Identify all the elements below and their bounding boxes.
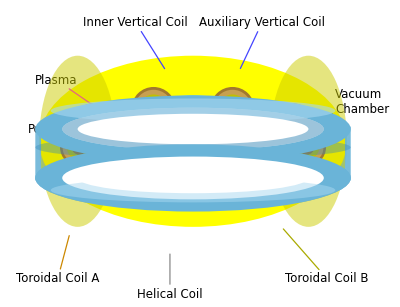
Ellipse shape — [143, 114, 243, 169]
Ellipse shape — [279, 111, 306, 137]
Polygon shape — [35, 126, 41, 181]
Text: Toroidal Coil B: Toroidal Coil B — [283, 229, 369, 285]
Polygon shape — [335, 129, 345, 178]
Ellipse shape — [104, 126, 135, 144]
Text: Port: Port — [28, 122, 82, 136]
Ellipse shape — [290, 131, 324, 164]
Polygon shape — [120, 117, 185, 178]
Ellipse shape — [35, 144, 351, 212]
Ellipse shape — [78, 163, 308, 193]
Ellipse shape — [39, 56, 116, 227]
Ellipse shape — [62, 108, 324, 150]
Ellipse shape — [224, 100, 241, 117]
Ellipse shape — [134, 90, 173, 127]
Ellipse shape — [103, 153, 134, 183]
Ellipse shape — [67, 135, 92, 160]
Ellipse shape — [104, 95, 282, 187]
Text: Auxiliary Vertical Coil: Auxiliary Vertical Coil — [199, 16, 325, 68]
Ellipse shape — [178, 161, 208, 191]
Polygon shape — [345, 126, 351, 181]
Ellipse shape — [85, 116, 101, 132]
Text: Toroidal Coil A: Toroidal Coil A — [16, 236, 100, 285]
Ellipse shape — [132, 87, 176, 130]
Ellipse shape — [256, 157, 279, 180]
Ellipse shape — [35, 95, 351, 163]
Ellipse shape — [299, 140, 314, 155]
Ellipse shape — [62, 108, 324, 150]
Ellipse shape — [39, 56, 347, 227]
Text: Inner Vertical Coil: Inner Vertical Coil — [83, 16, 188, 69]
Ellipse shape — [35, 144, 351, 212]
Ellipse shape — [104, 105, 282, 141]
Polygon shape — [192, 102, 262, 175]
Ellipse shape — [252, 153, 283, 183]
Ellipse shape — [176, 159, 210, 193]
Ellipse shape — [51, 99, 335, 123]
Ellipse shape — [287, 128, 326, 166]
Polygon shape — [41, 129, 51, 178]
Text: Plasma: Plasma — [35, 74, 125, 127]
Ellipse shape — [275, 106, 311, 142]
Ellipse shape — [143, 105, 243, 166]
Polygon shape — [152, 134, 254, 180]
Ellipse shape — [249, 150, 285, 186]
Ellipse shape — [218, 95, 247, 122]
Ellipse shape — [154, 109, 232, 149]
Ellipse shape — [147, 143, 224, 170]
Ellipse shape — [124, 157, 154, 175]
Ellipse shape — [272, 103, 314, 144]
Ellipse shape — [51, 178, 335, 202]
Ellipse shape — [182, 165, 204, 187]
Ellipse shape — [75, 106, 111, 142]
Ellipse shape — [235, 160, 266, 178]
Ellipse shape — [254, 138, 285, 157]
Ellipse shape — [107, 157, 130, 180]
Ellipse shape — [139, 95, 168, 122]
Ellipse shape — [60, 128, 99, 166]
Text: Helical Coil: Helical Coil — [137, 254, 203, 301]
Ellipse shape — [145, 100, 162, 117]
Ellipse shape — [285, 116, 301, 132]
Ellipse shape — [186, 169, 200, 183]
Ellipse shape — [214, 90, 252, 127]
Ellipse shape — [178, 109, 208, 124]
Ellipse shape — [62, 131, 96, 164]
Ellipse shape — [210, 87, 254, 130]
Ellipse shape — [80, 111, 107, 137]
Ellipse shape — [58, 157, 328, 199]
Ellipse shape — [35, 135, 351, 160]
Ellipse shape — [101, 150, 137, 186]
Ellipse shape — [78, 114, 308, 144]
Ellipse shape — [294, 135, 319, 160]
Ellipse shape — [260, 161, 274, 175]
Ellipse shape — [62, 157, 324, 199]
Ellipse shape — [270, 56, 347, 227]
Ellipse shape — [112, 161, 126, 175]
Ellipse shape — [104, 95, 282, 187]
Ellipse shape — [72, 140, 87, 155]
Text: Vacuum
Chamber: Vacuum Chamber — [311, 87, 390, 122]
Ellipse shape — [72, 103, 114, 144]
